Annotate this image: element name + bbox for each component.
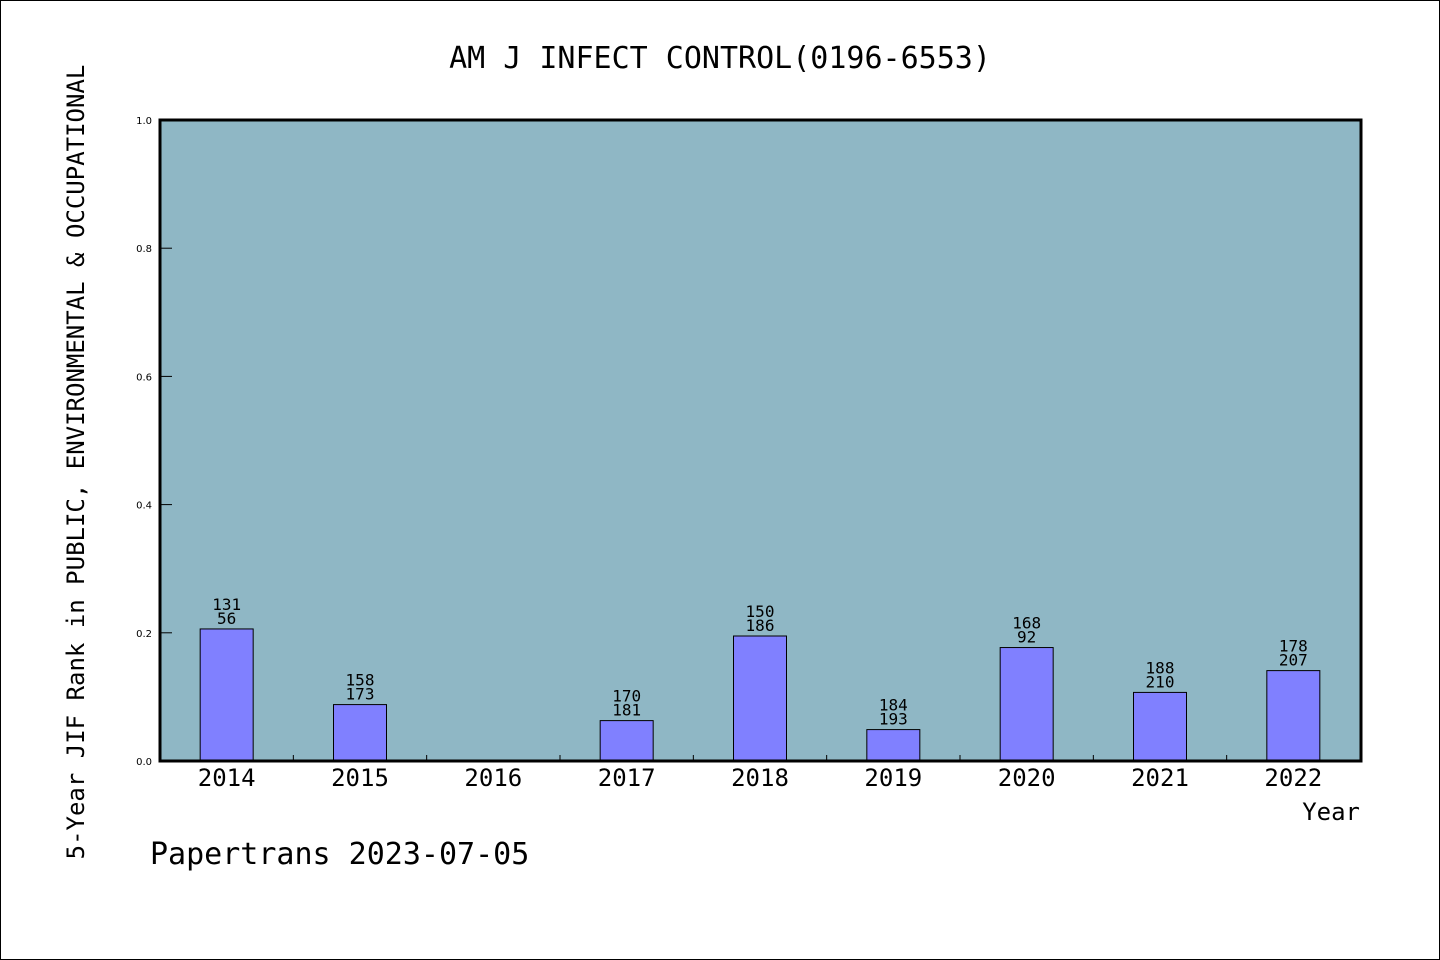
x-tick-label: 2016 bbox=[464, 764, 522, 792]
y-tick-label: 0.6 bbox=[136, 372, 152, 383]
bar bbox=[1133, 691, 1187, 762]
bar bbox=[599, 720, 654, 762]
x-tick-label: 2015 bbox=[331, 764, 389, 792]
chart-title: AM J INFECT CONTROL(0196-6553) bbox=[449, 41, 991, 76]
footer-text: Papertrans 2023-07-05 bbox=[150, 837, 529, 872]
bar bbox=[199, 628, 254, 762]
y-tick-label: 1.0 bbox=[136, 116, 152, 127]
x-axis: 2014 2015 2016 2017 2018 2019 2020 2021 2022 bbox=[198, 755, 1322, 792]
x-tick-label: 2019 bbox=[864, 764, 922, 792]
bar bbox=[999, 647, 1054, 762]
y-tick-label: 0.2 bbox=[136, 629, 152, 640]
bar-label-bottom: 210 bbox=[1146, 672, 1175, 691]
x-tick-label: 2014 bbox=[198, 764, 256, 792]
bar-label-top: 168 bbox=[1012, 614, 1041, 633]
x-tick-label: 2018 bbox=[731, 764, 789, 792]
y-tick-label: 0.4 bbox=[136, 501, 152, 512]
y-tick-label: 0.8 bbox=[136, 244, 152, 255]
bar-label-top: 158 bbox=[346, 671, 375, 690]
bar-label-bottom: 56 bbox=[217, 609, 236, 628]
bar-label-bottom: 186 bbox=[746, 616, 775, 635]
bar-label-top: 188 bbox=[1146, 658, 1175, 677]
plot-frame bbox=[158, 118, 1363, 763]
bar-label-top: 178 bbox=[1279, 637, 1308, 656]
bar bbox=[1266, 670, 1321, 762]
bars bbox=[199, 628, 1321, 762]
bar-label-top: 131 bbox=[212, 595, 241, 614]
x-tick-label: 2022 bbox=[1264, 764, 1322, 792]
y-axis: 0.0 0.2 0.4 0.6 0.8 1.0 bbox=[136, 116, 172, 768]
x-tick-label: 2021 bbox=[1131, 764, 1189, 792]
bar-label-top: 170 bbox=[612, 687, 641, 706]
bar bbox=[733, 635, 787, 762]
bar-label-bottom: 193 bbox=[879, 710, 908, 729]
y-axis-label: 5-Year JIF Rank in PUBLIC, ENVIRONMENTAL… bbox=[62, 65, 90, 860]
x-axis-label: Year bbox=[1302, 798, 1360, 826]
bar-label-top: 150 bbox=[746, 602, 775, 621]
bar-label-bottom: 207 bbox=[1279, 651, 1308, 670]
x-tick-label: 2020 bbox=[998, 764, 1056, 792]
bar bbox=[333, 704, 387, 762]
bar bbox=[866, 729, 921, 762]
y-tick-label: 0.0 bbox=[136, 757, 152, 768]
bar-label-bottom: 181 bbox=[612, 701, 641, 720]
bar-label-top: 184 bbox=[879, 696, 908, 715]
bar-label-bottom: 92 bbox=[1017, 628, 1036, 647]
x-tick-label: 2017 bbox=[598, 764, 656, 792]
bar-label-bottom: 173 bbox=[346, 685, 375, 704]
